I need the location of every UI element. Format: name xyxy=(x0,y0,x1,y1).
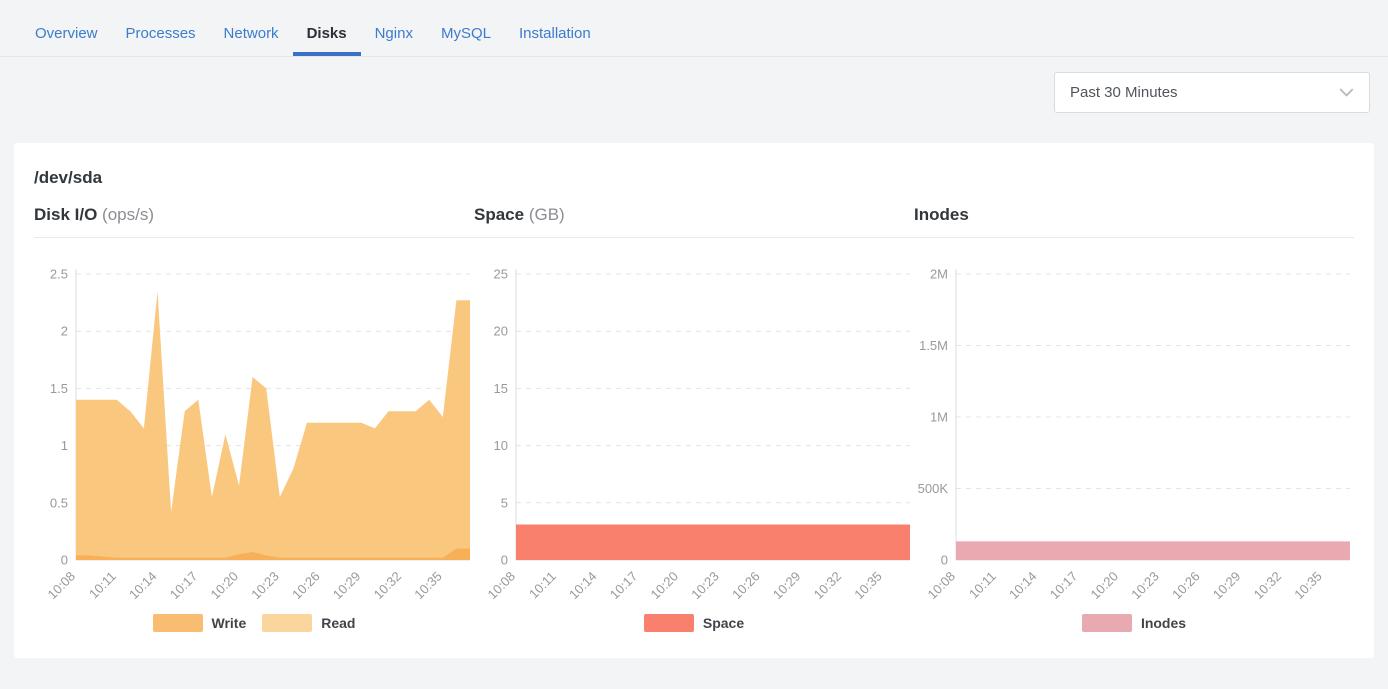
tab-overview[interactable]: Overview xyxy=(35,25,98,42)
space-chart-title: Space (GB) xyxy=(474,205,914,225)
legend-label-read: Read xyxy=(321,615,356,631)
svg-text:10:14: 10:14 xyxy=(1006,569,1040,603)
disk-io-legend: Write Read xyxy=(34,614,474,632)
svg-text:0: 0 xyxy=(501,553,508,568)
svg-text:10:32: 10:32 xyxy=(1251,569,1285,603)
header-divider xyxy=(34,237,1354,238)
svg-text:10:17: 10:17 xyxy=(607,569,641,603)
disk-io-chart: 0 0.5 1 1.5 2 2.5 10:08 10:11 10:14 10:17 10:20 10:… xyxy=(34,260,474,632)
svg-text:10:14: 10:14 xyxy=(126,569,160,603)
svg-text:10:29: 10:29 xyxy=(1210,569,1244,603)
svg-text:10:23: 10:23 xyxy=(1128,569,1162,603)
inodes-chart: 0 500K 1M 1.5M 2M 10:08 10:11 10:14 10:17 10:20 10… xyxy=(914,260,1354,632)
svg-text:10:08: 10:08 xyxy=(45,569,79,603)
tab-installation[interactable]: Installation xyxy=(518,25,591,42)
chevron-down-icon xyxy=(1338,84,1355,101)
svg-text:0: 0 xyxy=(941,553,948,568)
inodes-chart-title: Inodes xyxy=(914,205,1354,225)
svg-text:10:14: 10:14 xyxy=(566,569,600,603)
svg-text:1: 1 xyxy=(61,438,68,453)
svg-text:1M: 1M xyxy=(930,410,948,425)
tab-disks[interactable]: Disks xyxy=(292,0,361,56)
svg-text:10: 10 xyxy=(494,438,508,453)
svg-text:500K: 500K xyxy=(918,481,949,496)
svg-text:10:26: 10:26 xyxy=(729,569,763,603)
space-title-text: Space xyxy=(474,205,525,224)
toolbar: Past 30 Minutes xyxy=(0,57,1388,113)
svg-text:10:32: 10:32 xyxy=(811,569,845,603)
inodes-title-text: Inodes xyxy=(914,205,969,224)
top-tab-bar: Overview Processes Network Disks Nginx M… xyxy=(0,0,1388,57)
tab-mysql[interactable]: MySQL xyxy=(440,25,491,42)
svg-text:10:17: 10:17 xyxy=(167,569,201,603)
legend-swatch-space xyxy=(643,614,694,632)
disk-io-chart-title: Disk I/O (ops/s) xyxy=(34,205,474,225)
svg-text:0: 0 xyxy=(61,553,68,568)
legend-item-inodes: Inodes xyxy=(1081,614,1187,632)
svg-text:10:11: 10:11 xyxy=(86,569,119,602)
legend-label-write: Write xyxy=(211,615,247,631)
svg-text:10:17: 10:17 xyxy=(1047,569,1081,603)
svg-text:1.5M: 1.5M xyxy=(919,338,948,353)
tab-network[interactable]: Network xyxy=(223,25,279,42)
disk-io-title-text: Disk I/O xyxy=(34,205,98,224)
disk-io-title-unit: (ops/s) xyxy=(102,205,155,224)
time-range-value: Past 30 Minutes xyxy=(1070,84,1178,101)
legend-swatch-write xyxy=(152,614,203,632)
space-chart: 0 5 10 15 20 25 10:08 10:11 10:14 10:17 10:20 10:23… xyxy=(474,260,914,632)
svg-text:10:35: 10:35 xyxy=(1291,569,1325,603)
chart-headers-row: Disk I/O (ops/s) Space (GB) Inodes xyxy=(34,205,1354,225)
svg-text:10:08: 10:08 xyxy=(925,569,959,603)
legend-item-space: Space xyxy=(643,614,745,632)
legend-label-space: Space xyxy=(702,615,745,631)
svg-text:10:35: 10:35 xyxy=(851,569,885,603)
svg-text:10:29: 10:29 xyxy=(330,569,364,603)
legend-swatch-read xyxy=(262,614,313,632)
time-range-select[interactable]: Past 30 Minutes xyxy=(1054,72,1370,113)
svg-text:2M: 2M xyxy=(930,267,948,282)
disk-card: /dev/sda Disk I/O (ops/s) Space (GB) Ino… xyxy=(14,143,1374,658)
svg-text:2: 2 xyxy=(61,324,68,339)
inodes-legend: Inodes xyxy=(914,614,1354,632)
svg-text:10:26: 10:26 xyxy=(1169,569,1203,603)
svg-text:10:11: 10:11 xyxy=(526,569,559,602)
svg-text:10:32: 10:32 xyxy=(371,569,405,603)
legend-swatch-inodes xyxy=(1081,614,1132,632)
svg-text:10:20: 10:20 xyxy=(208,569,242,603)
svg-text:1.5: 1.5 xyxy=(50,381,68,396)
charts-row: 0 0.5 1 1.5 2 2.5 10:08 10:11 10:14 10:17 10:20 10:… xyxy=(34,260,1354,632)
space-title-unit: (GB) xyxy=(528,205,565,224)
device-title: /dev/sda xyxy=(34,168,103,187)
tab-processes[interactable]: Processes xyxy=(125,25,196,42)
svg-text:10:20: 10:20 xyxy=(648,569,682,603)
svg-text:0.5: 0.5 xyxy=(50,495,68,510)
svg-text:15: 15 xyxy=(494,381,508,396)
legend-item-read: Read xyxy=(262,614,355,632)
svg-text:25: 25 xyxy=(494,267,508,282)
space-legend: Space xyxy=(474,614,914,632)
svg-text:10:26: 10:26 xyxy=(289,569,323,603)
svg-text:10:29: 10:29 xyxy=(770,569,804,603)
svg-text:10:11: 10:11 xyxy=(966,569,999,602)
svg-text:2.5: 2.5 xyxy=(50,267,68,282)
svg-text:20: 20 xyxy=(494,324,508,339)
tab-nginx[interactable]: Nginx xyxy=(374,25,413,42)
svg-text:10:08: 10:08 xyxy=(485,569,519,603)
svg-text:10:23: 10:23 xyxy=(688,569,722,603)
disk-io-chart-canvas: 00.511.522.510:08 10:11 10:14 10:17 10:20 10:… xyxy=(45,267,470,603)
svg-text:10:20: 10:20 xyxy=(1088,569,1122,603)
space-chart-canvas: 0 5 10 15 20 25 10:08 10:11 10:14 10:17 10:20 10:23… xyxy=(485,267,910,603)
legend-item-write: Write xyxy=(152,614,247,632)
svg-text:10:35: 10:35 xyxy=(411,569,445,603)
legend-label-inodes: Inodes xyxy=(1140,615,1187,631)
svg-text:10:23: 10:23 xyxy=(248,569,282,603)
svg-text:5: 5 xyxy=(501,495,508,510)
